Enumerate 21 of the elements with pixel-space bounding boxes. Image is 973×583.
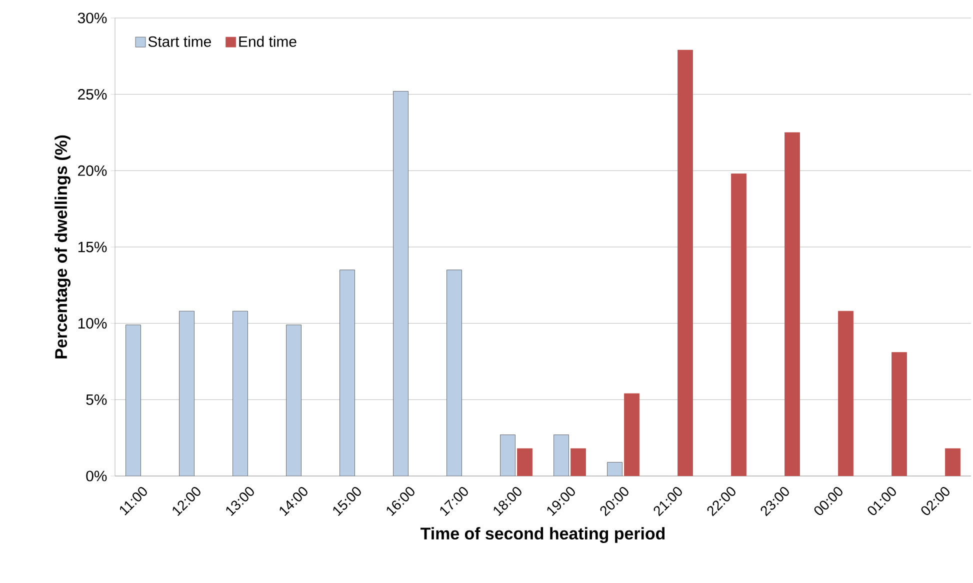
bar bbox=[500, 434, 516, 476]
bar bbox=[126, 324, 141, 476]
y-tick-label: 30% bbox=[78, 12, 107, 24]
bar bbox=[286, 324, 302, 476]
legend-label: End time bbox=[239, 36, 296, 47]
y-tick-label: 0% bbox=[86, 470, 107, 482]
legend-label: Start time bbox=[148, 36, 211, 47]
x-axis-title: Time of second heating period bbox=[420, 527, 665, 543]
y-tick-label: 5% bbox=[86, 394, 107, 405]
bar bbox=[446, 270, 462, 476]
bar bbox=[340, 270, 355, 476]
y-tick-label: 10% bbox=[78, 318, 107, 329]
bar bbox=[232, 310, 248, 476]
y-tick-label: 25% bbox=[78, 89, 107, 100]
bar bbox=[179, 310, 194, 476]
y-tick-label: 20% bbox=[78, 165, 107, 176]
y-axis-title: Percentage of dwellings (%) bbox=[54, 135, 70, 358]
bar bbox=[554, 434, 569, 476]
bar bbox=[607, 462, 622, 476]
bar bbox=[393, 91, 408, 476]
y-tick-label: 15% bbox=[78, 242, 107, 252]
